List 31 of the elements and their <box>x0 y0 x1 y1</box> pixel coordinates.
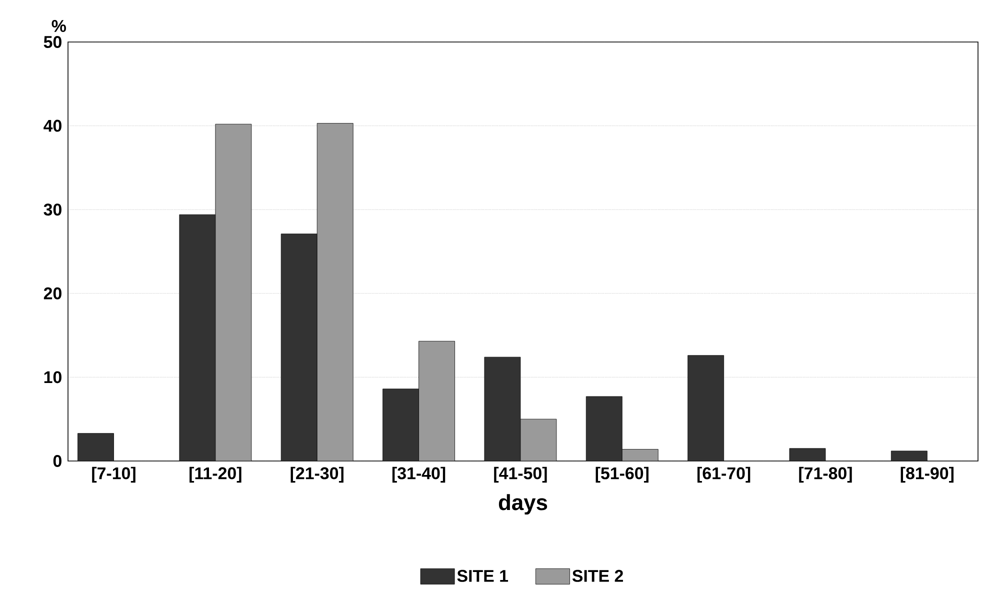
x-tick-label: [61-70] <box>697 466 750 483</box>
legend-label: SITE 1 <box>457 570 508 582</box>
bar <box>622 449 658 461</box>
bar <box>382 388 419 461</box>
x-tick-label: [11-20] <box>190 466 242 483</box>
x-tick-label: [31-40] <box>392 466 446 483</box>
x-tick-label: [71-80] <box>799 466 852 483</box>
y-tick-label: 40 <box>44 120 62 132</box>
bar <box>484 356 521 461</box>
bar <box>688 355 724 461</box>
bar <box>179 214 216 461</box>
y-tick-label: 50 <box>44 36 62 48</box>
x-tick-label: [81-90] <box>900 466 954 483</box>
y-tick-label: 0 <box>53 455 62 467</box>
bar <box>586 396 622 461</box>
x-tick-label: [7-10] <box>92 466 136 483</box>
bar <box>280 234 318 461</box>
bar <box>78 433 114 461</box>
x-tick-label: [21-30] <box>290 466 344 483</box>
y-axis-title: % <box>52 20 66 32</box>
bar <box>418 340 455 461</box>
x-axis-title: days <box>498 494 548 515</box>
bar <box>316 123 354 461</box>
bar <box>520 418 557 461</box>
y-tick-label: 30 <box>44 204 62 216</box>
x-tick-label: [41-50] <box>494 466 547 483</box>
legend-label: SITE 2 <box>572 570 623 582</box>
y-tick-label: 10 <box>44 371 62 384</box>
y-tick-label: 20 <box>44 287 62 300</box>
bar <box>215 124 252 461</box>
x-tick-label: [51-60] <box>596 466 648 483</box>
